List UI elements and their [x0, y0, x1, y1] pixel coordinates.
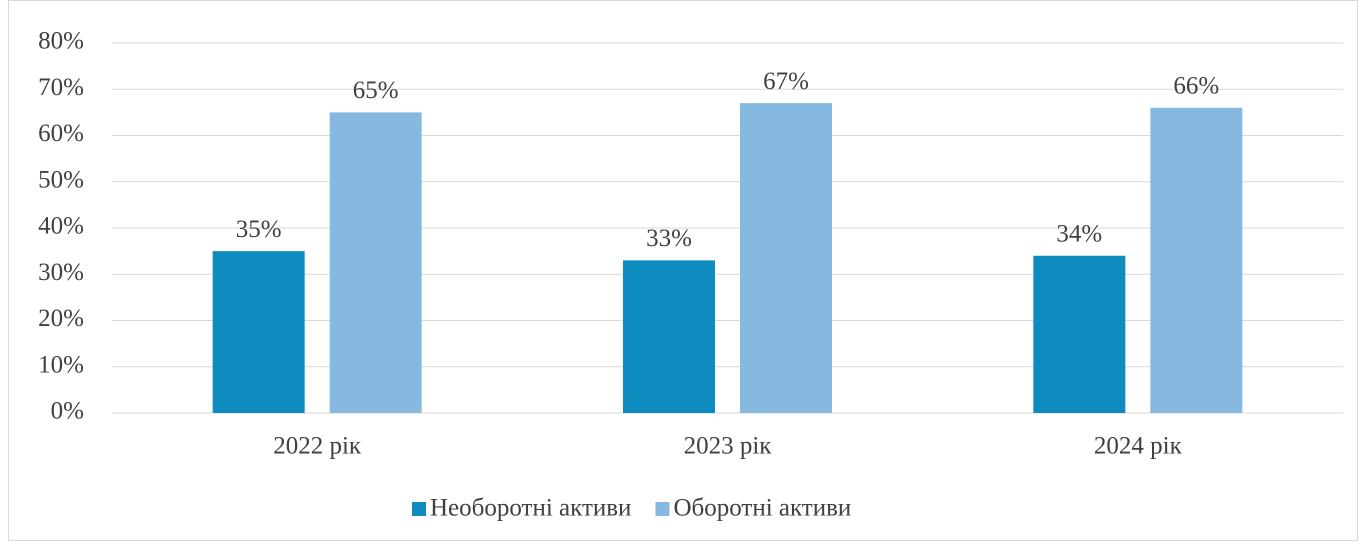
legend-swatch — [412, 502, 426, 516]
x-tick-label: 2023 рік — [684, 433, 773, 460]
data-label: 35% — [236, 216, 282, 243]
x-tick-label: 2022 рік — [273, 433, 362, 460]
bar — [740, 103, 832, 413]
bar — [329, 112, 422, 413]
y-tick-label: 20% — [38, 305, 84, 332]
bar — [212, 251, 305, 413]
y-tick-label: 60% — [38, 120, 84, 147]
bar — [1150, 107, 1243, 413]
y-tick-label: 70% — [38, 74, 84, 101]
y-tick-label: 40% — [38, 213, 84, 240]
y-tick-label: 10% — [38, 351, 84, 378]
data-label: 33% — [646, 225, 692, 252]
data-label: 34% — [1056, 220, 1102, 247]
legend-label: Необоротні активи — [430, 495, 631, 522]
bar — [1033, 255, 1126, 413]
legend-swatch — [655, 502, 670, 516]
data-label: 66% — [1173, 72, 1219, 99]
y-tick-label: 50% — [38, 166, 84, 193]
y-tick-label: 30% — [38, 259, 84, 286]
x-tick-label: 2024 рік — [1094, 433, 1183, 460]
chart-border — [8, 0, 1358, 541]
bar — [623, 260, 715, 413]
data-label: 67% — [763, 68, 809, 95]
y-tick-label: 0% — [51, 398, 84, 425]
legend-label: Оборотні активи — [673, 495, 851, 522]
data-label: 65% — [353, 77, 399, 104]
y-tick-label: 80% — [38, 28, 84, 55]
